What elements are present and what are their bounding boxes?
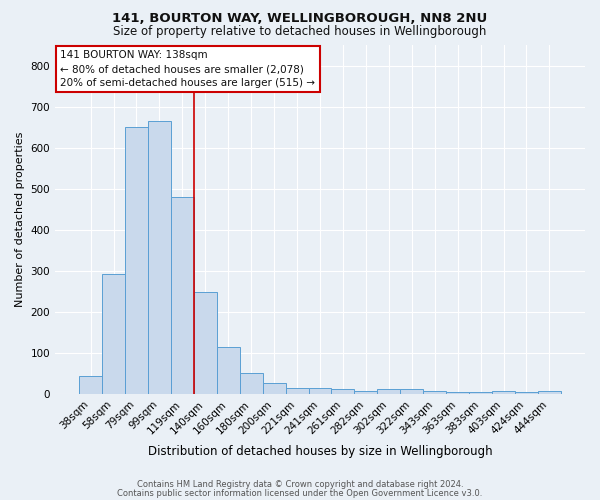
Bar [446, 392, 469, 394]
Text: Contains public sector information licensed under the Open Government Licence v3: Contains public sector information licen… [118, 488, 482, 498]
Bar [515, 392, 538, 394]
X-axis label: Distribution of detached houses by size in Wellingborough: Distribution of detached houses by size … [148, 444, 493, 458]
Bar [240, 373, 263, 394]
Bar [331, 389, 355, 394]
Text: 141, BOURTON WAY, WELLINGBOROUGH, NN8 2NU: 141, BOURTON WAY, WELLINGBOROUGH, NN8 2N… [112, 12, 488, 26]
Bar [400, 389, 423, 394]
Text: Contains HM Land Registry data © Crown copyright and database right 2024.: Contains HM Land Registry data © Crown c… [137, 480, 463, 489]
Bar [79, 376, 102, 394]
Bar [286, 388, 308, 394]
Bar [492, 391, 515, 394]
Bar [125, 127, 148, 394]
Bar [355, 391, 377, 394]
Text: 141 BOURTON WAY: 138sqm
← 80% of detached houses are smaller (2,078)
20% of semi: 141 BOURTON WAY: 138sqm ← 80% of detache… [61, 50, 316, 88]
Bar [263, 383, 286, 394]
Bar [217, 347, 240, 395]
Bar [538, 391, 561, 394]
Bar [194, 292, 217, 395]
Bar [171, 197, 194, 394]
Bar [469, 392, 492, 394]
Bar [377, 389, 400, 394]
Text: Size of property relative to detached houses in Wellingborough: Size of property relative to detached ho… [113, 25, 487, 38]
Bar [308, 388, 331, 394]
Y-axis label: Number of detached properties: Number of detached properties [15, 132, 25, 308]
Bar [102, 274, 125, 394]
Bar [148, 121, 171, 394]
Bar [423, 391, 446, 394]
